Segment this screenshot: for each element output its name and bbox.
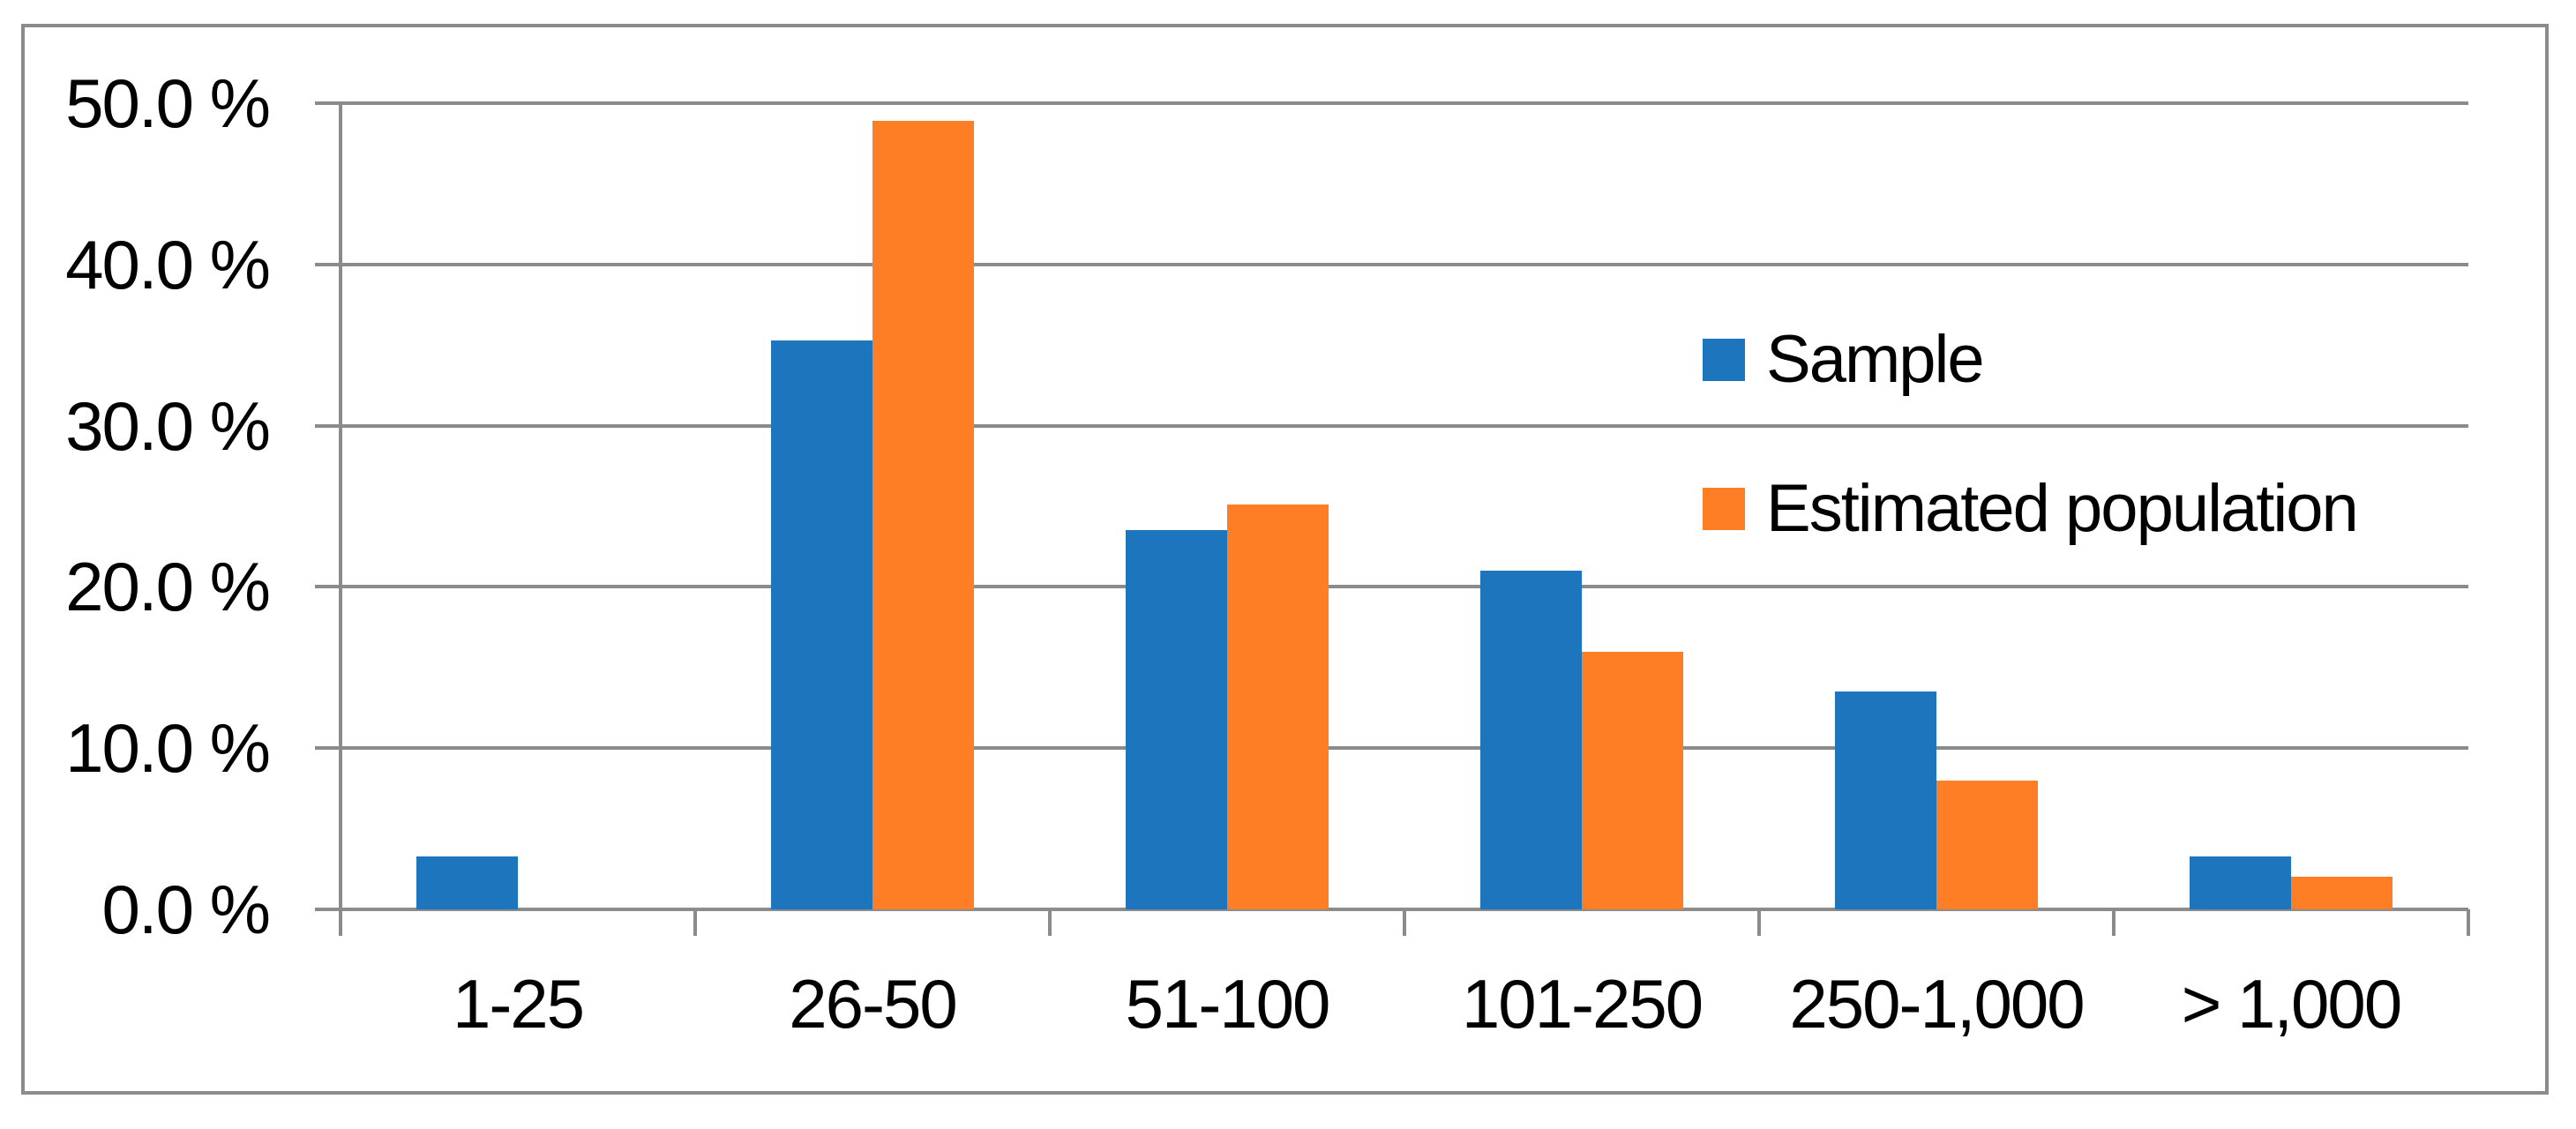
gridline-50 [315,101,2468,105]
bar-sample-101-250 [1480,571,1582,909]
bar-estimated-population-250-1000 [1936,780,2038,909]
bar-sample-1000 [2190,856,2291,909]
legend-entry-estimated-population: Estimated population [1703,471,2359,546]
x-axis-tick [2467,909,2470,936]
bar-estimated-population-1000 [2291,877,2393,909]
y-axis-line [339,101,342,936]
legend-label: Estimated population [1766,471,2359,546]
gridline-30 [315,423,2468,428]
x-axis-tick [1757,909,1761,936]
bar-sample-26-50 [771,340,872,909]
legend-label: Sample [1766,322,1985,397]
gridline-40 [315,262,2468,266]
bar-estimated-population-26-50 [872,121,974,909]
x-axis-category-label: > 1,000 [2181,965,2402,1043]
gridline-10 [315,746,2468,751]
bar-sample-1-25 [416,856,518,909]
x-axis-category-label: 1-25 [452,965,585,1043]
x-axis-category-label: 250-1,000 [1789,965,2085,1043]
x-axis-tick [1403,909,1406,936]
chart-frame [21,24,2549,1095]
x-axis-category-label: 26-50 [789,965,958,1043]
y-axis-tick-label: 20.0 % [65,548,271,626]
x-axis-tick [1048,909,1052,936]
x-axis-tick [339,909,342,936]
x-axis-category-label: 51-100 [1125,965,1331,1043]
legend-swatch-icon [1703,488,1745,530]
gridline-20 [315,585,2468,589]
legend-swatch-icon [1703,339,1745,381]
y-axis-tick-label: 30.0 % [65,386,271,465]
y-axis-tick-label: 40.0 % [65,225,271,303]
bar-estimated-population-101-250 [1582,651,1683,909]
x-axis-category-label: 101-250 [1461,965,1704,1043]
y-axis-tick-label: 50.0 % [65,64,271,142]
gridline-0 [315,908,2468,911]
x-axis-tick [2112,909,2115,936]
y-axis-tick-label: 10.0 % [65,709,271,788]
bar-estimated-population-51-100 [1227,505,1329,909]
bar-sample-250-1000 [1835,692,1936,909]
x-axis-tick [693,909,697,936]
y-axis-tick-label: 0.0 % [101,871,271,948]
legend-entry-sample: Sample [1703,322,1985,397]
bar-sample-51-100 [1126,530,1227,909]
